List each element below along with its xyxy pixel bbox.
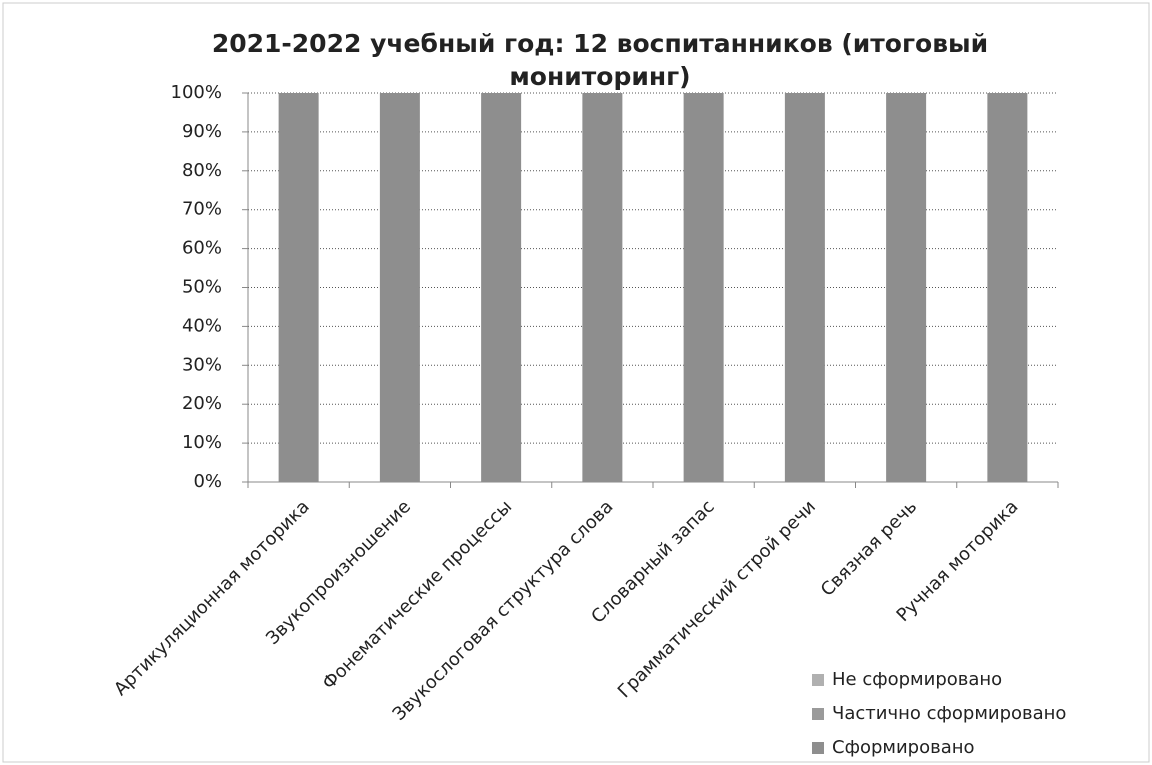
legend-label: Частично сформировано bbox=[832, 703, 1066, 724]
y-tick-label: 50% bbox=[182, 277, 222, 298]
bar-segment bbox=[278, 93, 319, 482]
y-tick-label: 90% bbox=[182, 121, 222, 142]
bar-segment bbox=[683, 93, 724, 482]
legend-label: Не сформировано bbox=[832, 669, 1002, 690]
y-tick-label: 70% bbox=[182, 199, 222, 220]
bar-segment bbox=[379, 93, 420, 482]
bar-segment bbox=[481, 93, 522, 482]
legend-swatch bbox=[812, 742, 824, 754]
y-tick-label: 80% bbox=[182, 160, 222, 181]
y-tick-label: 100% bbox=[171, 82, 222, 103]
y-tick-label: 60% bbox=[182, 238, 222, 259]
legend-label: Сформировано bbox=[832, 737, 975, 758]
bar-segment bbox=[886, 93, 927, 482]
chart-title: 2021-2022 учебный год: 12 воспитанников … bbox=[212, 29, 988, 58]
bar-segment bbox=[987, 93, 1028, 482]
y-tick-label: 10% bbox=[182, 432, 222, 453]
bar-segment bbox=[582, 93, 623, 482]
legend-swatch bbox=[812, 708, 824, 720]
y-tick-label: 40% bbox=[182, 315, 222, 336]
legend-swatch bbox=[812, 674, 824, 686]
y-tick-label: 20% bbox=[182, 393, 222, 414]
y-tick-label: 0% bbox=[193, 471, 222, 492]
y-tick-label: 30% bbox=[182, 354, 222, 375]
chart-title-continued: мониторинг) bbox=[509, 62, 690, 91]
bar-segment bbox=[784, 93, 825, 482]
